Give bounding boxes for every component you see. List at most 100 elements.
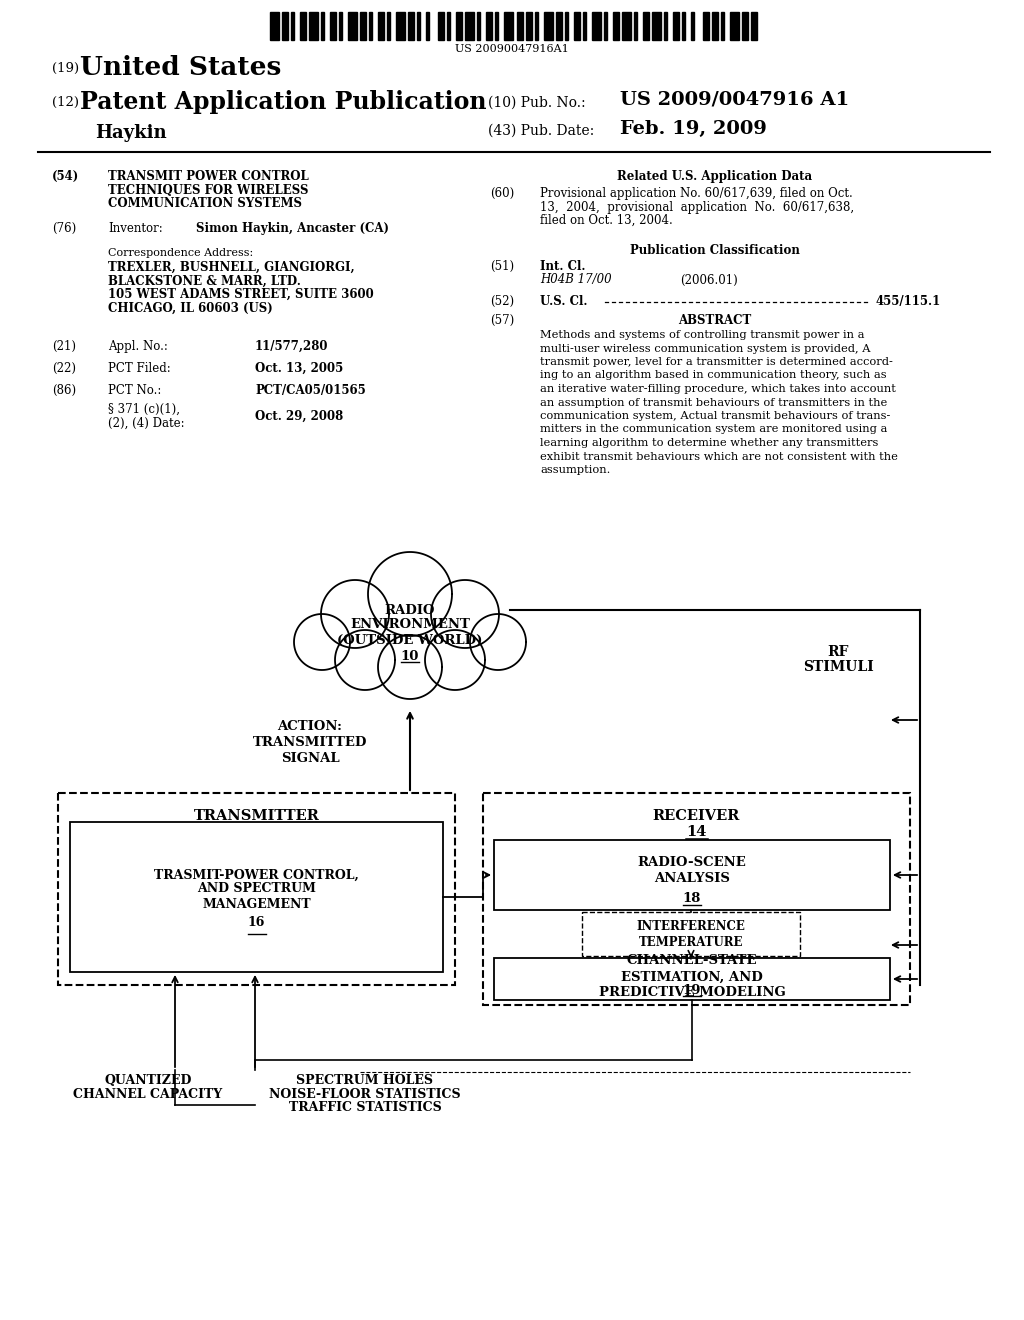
Bar — [702, 12, 709, 40]
Bar — [730, 12, 739, 40]
Text: Correspondence Address:: Correspondence Address: — [108, 248, 253, 257]
FancyBboxPatch shape — [494, 958, 890, 1001]
Text: assumption.: assumption. — [540, 465, 610, 475]
Bar — [348, 12, 357, 40]
Text: Related U.S. Application Data: Related U.S. Application Data — [617, 170, 813, 183]
Text: United States: United States — [80, 55, 282, 81]
Text: 18: 18 — [683, 891, 701, 904]
Text: (19): (19) — [52, 62, 79, 75]
Text: PREDICTIVE MODELING: PREDICTIVE MODELING — [599, 986, 785, 999]
Text: TRASMIT-POWER CONTROL,: TRASMIT-POWER CONTROL, — [154, 869, 359, 882]
Bar — [742, 12, 748, 40]
Text: TRANSMIT POWER CONTROL: TRANSMIT POWER CONTROL — [108, 170, 309, 183]
Text: (60): (60) — [490, 187, 514, 201]
Text: Appl. No.:: Appl. No.: — [108, 341, 168, 352]
Bar — [370, 12, 372, 40]
Polygon shape — [425, 630, 485, 690]
Text: BLACKSTONE & MARR, LTD.: BLACKSTONE & MARR, LTD. — [108, 275, 301, 288]
Text: (10) Pub. No.:: (10) Pub. No.: — [488, 96, 586, 110]
Bar — [556, 12, 561, 40]
Bar — [573, 12, 580, 40]
Bar — [673, 12, 679, 40]
Text: TECHNIQUES FOR WIRELESS: TECHNIQUES FOR WIRELESS — [108, 183, 308, 197]
Text: US 2009/0047916 A1: US 2009/0047916 A1 — [620, 90, 849, 108]
Text: 16: 16 — [248, 916, 265, 929]
Bar — [270, 12, 279, 40]
Text: Provisional application No. 60/617,639, filed on Oct.: Provisional application No. 60/617,639, … — [540, 187, 853, 201]
Bar — [564, 12, 567, 40]
Bar — [465, 12, 474, 40]
Bar — [535, 12, 538, 40]
Text: mitters in the communication system are monitored using a: mitters in the communication system are … — [540, 425, 888, 434]
Polygon shape — [321, 579, 389, 648]
Text: § 371 (c)(1),: § 371 (c)(1), — [108, 403, 180, 416]
Text: transmit power, level for a transmitter is determined accord-: transmit power, level for a transmitter … — [540, 356, 893, 367]
Text: (22): (22) — [52, 362, 76, 375]
Text: (51): (51) — [490, 260, 514, 273]
Text: Oct. 29, 2008: Oct. 29, 2008 — [255, 409, 343, 422]
Bar — [339, 12, 342, 40]
FancyBboxPatch shape — [70, 822, 443, 972]
Bar — [330, 12, 336, 40]
Text: RECEIVER: RECEIVER — [653, 809, 740, 822]
Bar — [544, 12, 553, 40]
Text: (57): (57) — [490, 314, 514, 327]
Text: (21): (21) — [52, 341, 76, 352]
Bar — [291, 12, 294, 40]
Text: (2006.01): (2006.01) — [680, 273, 737, 286]
Text: learning algorithm to determine whether any transmitters: learning algorithm to determine whether … — [540, 438, 879, 447]
Text: 455/115.1: 455/115.1 — [876, 294, 941, 308]
Bar — [409, 12, 415, 40]
Text: Haykin: Haykin — [95, 124, 167, 143]
Text: (2), (4) Date:: (2), (4) Date: — [108, 417, 184, 429]
Text: SIGNAL: SIGNAL — [281, 751, 339, 764]
Polygon shape — [335, 630, 395, 690]
Text: ESTIMATION, AND: ESTIMATION, AND — [622, 970, 763, 983]
Text: ing to an algorithm based in communication theory, such as: ing to an algorithm based in communicati… — [540, 371, 887, 380]
Bar — [525, 12, 531, 40]
Bar — [505, 12, 513, 40]
Bar — [691, 12, 694, 40]
Text: Patent Application Publication: Patent Application Publication — [80, 90, 486, 114]
Bar — [751, 12, 757, 40]
Bar — [438, 12, 444, 40]
Text: RADIO: RADIO — [385, 603, 435, 616]
Text: TEMPERATURE: TEMPERATURE — [639, 936, 743, 949]
Text: (52): (52) — [490, 294, 514, 308]
Text: TRANSMITTED: TRANSMITTED — [253, 735, 368, 748]
Bar — [583, 12, 586, 40]
Text: CHICAGO, IL 60603 (US): CHICAGO, IL 60603 (US) — [108, 301, 272, 314]
Text: RF: RF — [827, 645, 849, 659]
Text: PCT No.:: PCT No.: — [108, 384, 162, 397]
Text: 10: 10 — [400, 649, 419, 663]
Text: (43) Pub. Date:: (43) Pub. Date: — [488, 124, 594, 139]
Text: communication system, Actual transmit behaviours of trans-: communication system, Actual transmit be… — [540, 411, 891, 421]
Bar — [634, 12, 637, 40]
Text: SPECTRUM HOLES: SPECTRUM HOLES — [297, 1074, 433, 1086]
Bar — [721, 12, 724, 40]
Bar — [457, 12, 463, 40]
Bar — [447, 12, 451, 40]
Bar — [309, 12, 318, 40]
Bar — [682, 12, 685, 40]
Bar — [426, 12, 429, 40]
Polygon shape — [378, 635, 442, 700]
Text: (54): (54) — [52, 170, 79, 183]
Text: TRAFFIC STATISTICS: TRAFFIC STATISTICS — [289, 1101, 441, 1114]
Bar — [282, 12, 288, 40]
Bar — [418, 12, 420, 40]
Text: COMMUNICATION SYSTEMS: COMMUNICATION SYSTEMS — [108, 197, 302, 210]
Text: NOISE-FLOOR STATISTICS: NOISE-FLOOR STATISTICS — [269, 1088, 461, 1101]
Text: CHANNEL CAPACITY: CHANNEL CAPACITY — [74, 1088, 222, 1101]
Text: ANALYSIS: ANALYSIS — [654, 871, 730, 884]
Polygon shape — [431, 579, 499, 648]
Bar — [712, 12, 718, 40]
Text: 12: 12 — [246, 825, 266, 840]
Text: 14: 14 — [686, 825, 707, 840]
Bar — [643, 12, 649, 40]
Bar — [378, 12, 384, 40]
Text: Oct. 13, 2005: Oct. 13, 2005 — [255, 362, 343, 375]
Text: 19: 19 — [683, 983, 701, 997]
Text: an assumption of transmit behaviours of transmitters in the: an assumption of transmit behaviours of … — [540, 397, 887, 408]
Text: Feb. 19, 2009: Feb. 19, 2009 — [620, 120, 767, 139]
